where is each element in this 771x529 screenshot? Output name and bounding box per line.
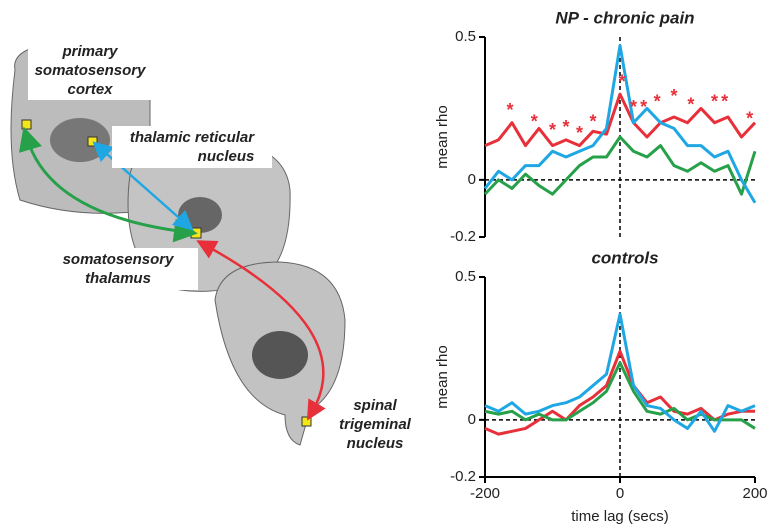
label: somatosensory — [63, 251, 175, 268]
x-tick-label: -200 — [470, 485, 500, 502]
roi — [191, 228, 201, 238]
significance-marker: * — [549, 120, 556, 140]
significance-marker: * — [506, 100, 513, 120]
brain-structure — [50, 118, 110, 162]
label: somatosensory — [35, 62, 147, 79]
x-axis-label: time lag (secs) — [571, 508, 669, 525]
brain-structure — [252, 331, 308, 379]
y-tick-label: 0 — [468, 171, 476, 188]
y-tick-label: 0.5 — [455, 268, 476, 285]
significance-marker: * — [721, 91, 728, 111]
significance-marker: * — [531, 111, 538, 131]
label: trigeminal — [339, 416, 412, 433]
x-tick-label: 200 — [742, 485, 767, 502]
significance-marker: * — [589, 111, 596, 131]
y-tick-label: 0.5 — [455, 28, 476, 45]
label: nucleus — [347, 435, 404, 452]
significance-marker: * — [630, 97, 637, 117]
chart-title: controls — [591, 248, 658, 267]
y-tick-label: -0.2 — [450, 468, 476, 485]
label: thalamus — [85, 270, 151, 287]
figure: primary somatosensory cortex thalamic re… — [0, 0, 771, 529]
brain-diagram: primary somatosensory cortex thalamic re… — [11, 40, 415, 457]
y-axis-label: mean rho — [434, 345, 451, 408]
significance-marker: * — [562, 117, 569, 137]
significance-marker: * — [654, 91, 661, 111]
label: thalamic reticular — [130, 129, 255, 146]
roi — [302, 417, 311, 426]
y-axis-label: mean rho — [434, 105, 451, 168]
significance-marker: * — [711, 91, 718, 111]
chart-title: NP - chronic pain — [555, 8, 694, 27]
significance-marker: * — [746, 109, 753, 129]
y-tick-label: -0.2 — [450, 228, 476, 245]
significance-marker: * — [619, 71, 626, 91]
roi — [88, 137, 97, 146]
y-tick-label: 0 — [468, 411, 476, 428]
significance-marker: * — [670, 86, 677, 106]
label: primary — [61, 43, 118, 60]
label: spinal — [353, 397, 397, 414]
x-tick-label: 0 — [616, 485, 624, 502]
roi — [22, 120, 31, 129]
significance-marker: * — [576, 123, 583, 143]
significance-marker: * — [640, 97, 647, 117]
significance-marker: * — [687, 94, 694, 114]
label: nucleus — [198, 148, 255, 165]
label: cortex — [67, 81, 113, 98]
